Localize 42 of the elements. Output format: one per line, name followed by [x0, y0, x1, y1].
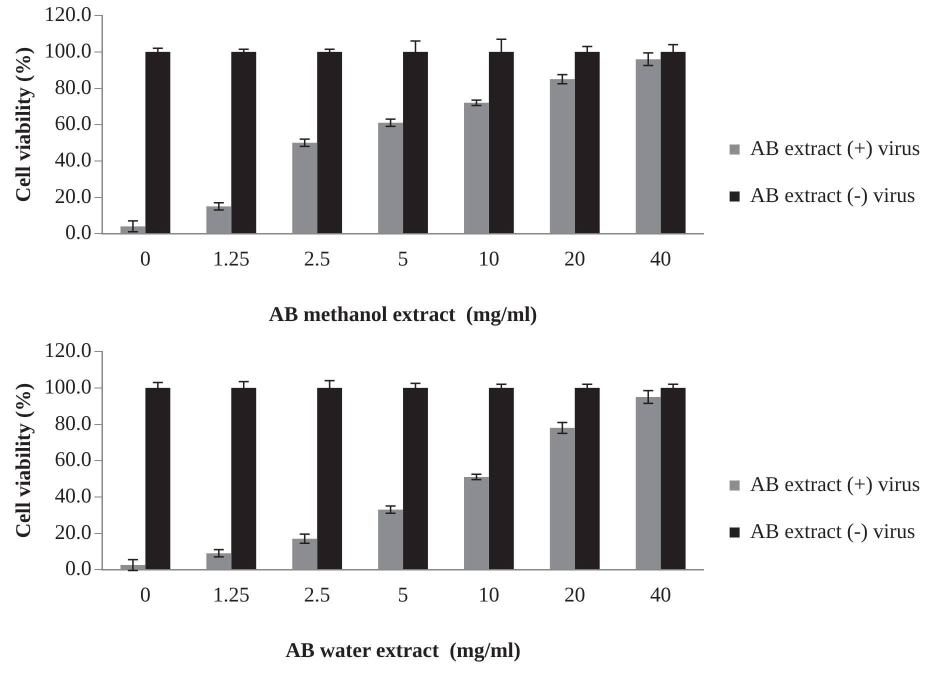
- y-tick-label: 20.0: [54, 520, 92, 544]
- x-axis-title: AB methanol extract (mg/ml): [268, 302, 538, 326]
- x-tick-label: 10: [478, 246, 500, 271]
- y-tick-label: 0.0: [65, 220, 92, 244]
- y-axis-title: Cell viability (%): [11, 47, 36, 202]
- x-tick-label: 20: [564, 582, 586, 607]
- x-tick-label: 5: [398, 246, 408, 271]
- y-tick-label: 80.0: [54, 74, 92, 99]
- bar: [660, 388, 686, 570]
- bar: [231, 52, 256, 234]
- x-tick-label: 2.5: [304, 582, 330, 607]
- bar: [574, 388, 600, 570]
- y-tick-label: 0.0: [65, 556, 92, 580]
- y-axis-title: Cell viability (%): [11, 383, 36, 538]
- legend-label: AB extract (-) virus: [750, 519, 916, 544]
- x-tick-label: 5: [398, 582, 408, 607]
- y-tick-label: 120.0: [44, 2, 92, 26]
- x-tick-label: 0: [140, 582, 151, 607]
- x-tick-label: 10: [478, 582, 500, 607]
- y-tick-label: 60.0: [54, 447, 92, 472]
- x-tick-label: 0: [140, 246, 151, 271]
- bar: [488, 388, 514, 570]
- y-tick-label: 20.0: [54, 184, 92, 208]
- x-tick-label: 1.25: [212, 246, 250, 271]
- y-tick-label: 80.0: [54, 410, 92, 435]
- x-tick-label: 1.25: [212, 582, 250, 607]
- x-tick-label: 40: [650, 582, 672, 607]
- x-axis-title: AB water extract (mg/ml): [285, 638, 521, 662]
- bar: [145, 52, 170, 234]
- y-tick-label: 60.0: [54, 111, 92, 136]
- y-tick-label: 40.0: [54, 147, 92, 172]
- x-tick-label: 20: [564, 246, 586, 271]
- legend-label: AB extract (-) virus: [750, 183, 916, 208]
- y-tick-label: 40.0: [54, 483, 92, 508]
- bar: [317, 52, 342, 234]
- y-tick-label: 100.0: [44, 374, 92, 398]
- legend-label: AB extract (+) virus: [750, 472, 920, 496]
- x-tick-label: 2.5: [304, 246, 330, 271]
- x-tick-label: 40: [650, 246, 672, 271]
- y-tick-label: 120.0: [44, 338, 92, 362]
- y-tick-label: 100.0: [44, 38, 92, 62]
- legend-label: AB extract (+) virus: [750, 136, 920, 160]
